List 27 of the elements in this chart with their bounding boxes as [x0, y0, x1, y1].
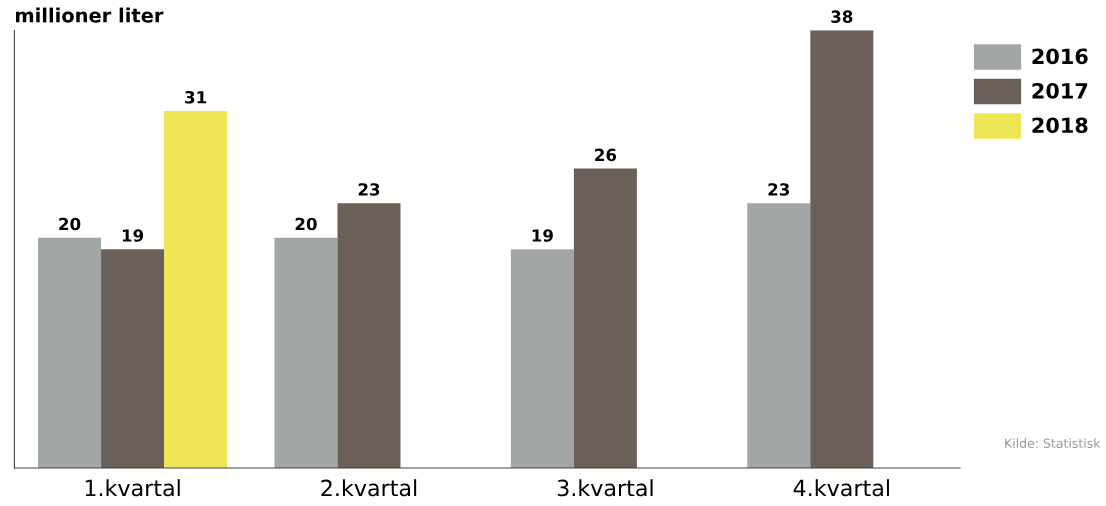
data-label: 26	[595, 148, 617, 162]
bar	[164, 110, 228, 469]
x-tick-label: 4.kvartal	[793, 479, 889, 497]
data-label: 20	[295, 217, 317, 231]
legend-label: 2018	[1032, 117, 1088, 134]
data-label: 19	[532, 229, 553, 242]
bar	[810, 30, 874, 469]
x-tick-label: 2.kvartal	[321, 479, 417, 497]
bar	[101, 249, 165, 469]
data-label: 38	[831, 10, 853, 23]
data-label: 20	[59, 217, 81, 231]
data-label: 23	[768, 183, 790, 196]
legend-label: 2017	[1032, 82, 1088, 99]
data-label: 19	[122, 229, 144, 242]
bar	[38, 237, 102, 469]
bar	[510, 249, 574, 469]
text: Kilde: Statistisk	[1005, 438, 1101, 448]
x-tick-label: 3.kvartal	[557, 479, 653, 497]
data-label: 23	[358, 183, 380, 196]
chart-title: millioner liter	[15, 7, 164, 23]
x-tick-label: 1.kvartal	[85, 479, 180, 497]
legend-label: 2016	[1032, 48, 1088, 65]
bar	[274, 237, 338, 469]
bar	[747, 203, 811, 469]
data-label: 31	[185, 90, 207, 104]
bar	[337, 203, 401, 469]
bar	[573, 168, 637, 469]
